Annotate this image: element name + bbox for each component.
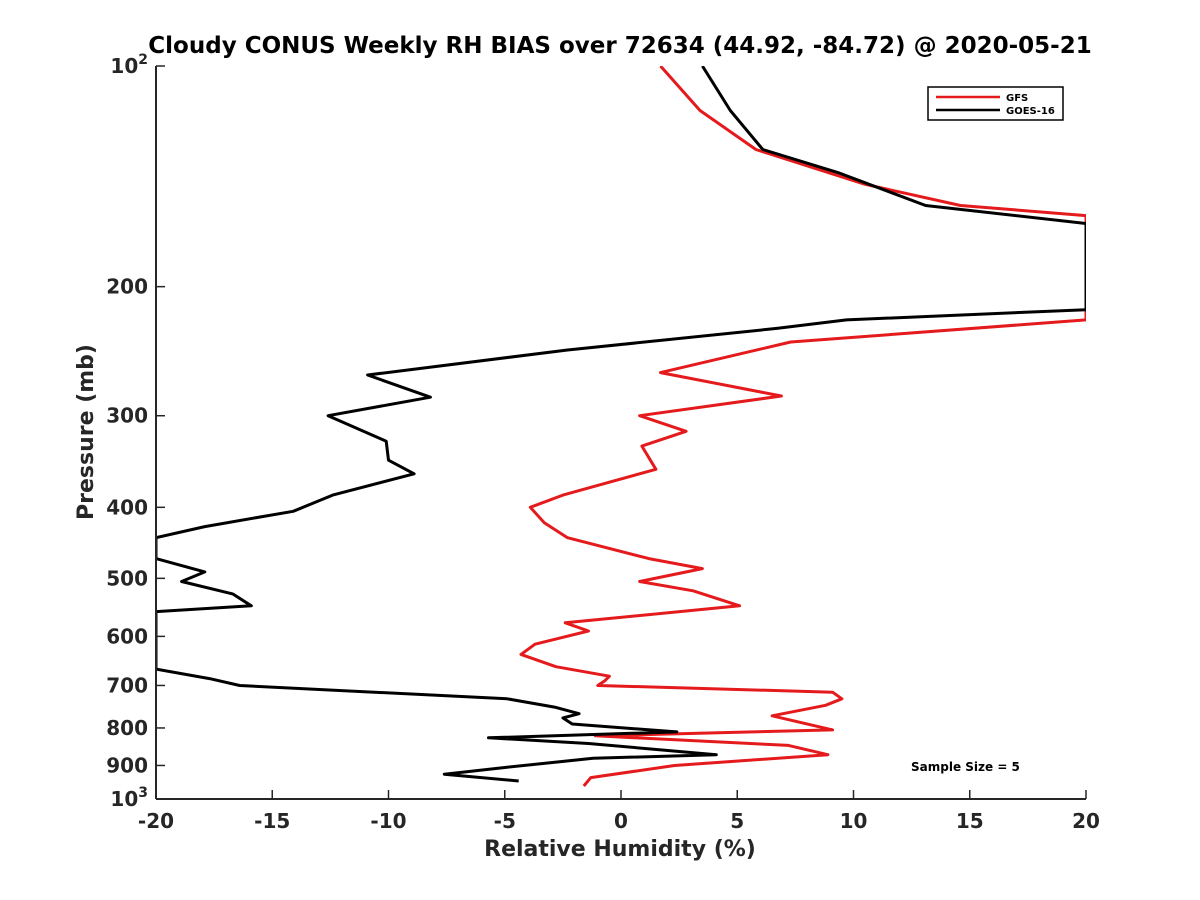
x-tick-label: -15 <box>254 809 290 833</box>
y-tick-label: 700 <box>106 673 148 697</box>
sample-size-annotation: Sample Size = 5 <box>911 760 1020 774</box>
x-axis-title: Relative Humidity (%) <box>484 837 756 862</box>
x-tick-label: 20 <box>1072 809 1100 833</box>
x-tick-label: -5 <box>494 809 516 833</box>
y-tick-label: 500 <box>106 566 148 590</box>
series-line-goes16 <box>156 66 1086 783</box>
y-axis-title: Pressure (mb) <box>74 344 99 520</box>
legend-box <box>927 86 1064 121</box>
x-tick-label: 0 <box>614 809 628 833</box>
y-tick-label: 300 <box>106 404 148 428</box>
series-line-gfs <box>519 66 1086 787</box>
x-tick-label: -20 <box>138 809 174 833</box>
y-tick-label: 400 <box>106 495 148 519</box>
x-tick-label: 15 <box>956 809 984 833</box>
y-tick-label: 103 <box>110 785 148 811</box>
x-tick-label: -10 <box>370 809 406 833</box>
legend: GFS GOES-16 <box>927 86 1064 121</box>
axis-ticks: -20 -15 -10 -5 0 5 10 15 20 102 200 300 400 500 600 700… <box>106 52 1100 833</box>
y-tick-label: 200 <box>106 275 148 299</box>
plot-area <box>156 66 1086 787</box>
legend-label-gfs: GFS <box>1006 93 1028 104</box>
chart-title: Cloudy CONUS Weekly RH BIAS over 72634 (… <box>148 33 1091 59</box>
y-tick-label: 800 <box>106 716 148 740</box>
legend-label-goes16: GOES-16 <box>1006 106 1055 117</box>
y-tick-label: 102 <box>110 52 148 78</box>
x-tick-label: 5 <box>730 809 744 833</box>
y-tick-label: 900 <box>106 753 148 777</box>
y-tick-label: 600 <box>106 624 148 648</box>
x-tick-label: 10 <box>840 809 868 833</box>
series-group <box>156 66 1086 787</box>
